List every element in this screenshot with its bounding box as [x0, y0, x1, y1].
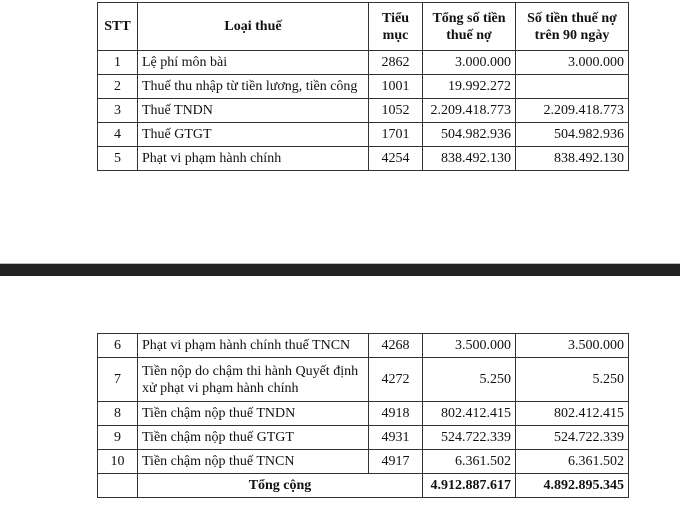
row-tax-type: Phạt vi phạm hành chính: [137, 146, 369, 171]
row-stt: 1: [97, 50, 138, 75]
row-total-debt: 524.722.339: [422, 425, 516, 450]
row-debt-over-90-days: 3.500.000: [515, 333, 629, 358]
row-total-debt: 3.500.000: [422, 333, 516, 358]
table-row: 5 Phạt vi phạm hành chính 4254 838.492.130 8…: [97, 146, 629, 171]
row-stt: 8: [97, 401, 138, 426]
table-row: 9 Tiền chậm nộp thuế GTGT 4931 524.722.339 5…: [97, 425, 629, 450]
totals-debt-over-90-days: 4.892.895.345: [515, 473, 629, 498]
row-total-debt: 19.992.272: [422, 74, 516, 99]
row-total-debt: 3.000.000: [422, 50, 516, 75]
row-total-debt: 838.492.130: [422, 146, 516, 171]
row-debt-over-90-days: 802.412.415: [515, 401, 629, 426]
row-sub-item: 4254: [368, 146, 423, 171]
row-stt: 6: [97, 333, 138, 358]
row-stt: 5: [97, 146, 138, 171]
row-tax-type: Tiền nộp do chậm thi hành Quyết định xử …: [137, 357, 369, 402]
row-total-debt: 2.209.418.773: [422, 98, 516, 123]
row-total-debt: 504.982.936: [422, 122, 516, 147]
row-stt: 3: [97, 98, 138, 123]
table-row: 6 Phạt vi phạm hành chính thuế TNCN 4268 3.…: [97, 333, 629, 358]
row-stt: 9: [97, 425, 138, 450]
header-row: STT Loại thuế Tiểu mục Tổng số tiền thuế…: [97, 2, 629, 51]
page-separator: [0, 263, 680, 276]
row-tax-type: Tiền chậm nộp thuế GTGT: [137, 425, 369, 450]
row-debt-over-90-days: [515, 74, 629, 99]
row-tax-type: Tiền chậm nộp thuế TNCN: [137, 449, 369, 474]
table-row: 10 Tiền chậm nộp thuế TNCN 4917 6.361.502 6.…: [97, 449, 629, 474]
header-sub-item: Tiểu mục: [368, 2, 423, 51]
row-tax-type: Thuế GTGT: [137, 122, 369, 147]
row-debt-over-90-days: 6.361.502: [515, 449, 629, 474]
row-debt-over-90-days: 838.492.130: [515, 146, 629, 171]
row-tax-type: Phạt vi phạm hành chính thuế TNCN: [137, 333, 369, 358]
row-stt: 4: [97, 122, 138, 147]
row-total-debt: 5.250: [422, 357, 516, 402]
row-total-debt: 802.412.415: [422, 401, 516, 426]
row-tax-type: Thuế TNDN: [137, 98, 369, 123]
row-sub-item: 2862: [368, 50, 423, 75]
row-debt-over-90-days: 3.000.000: [515, 50, 629, 75]
row-sub-item: 4918: [368, 401, 423, 426]
row-debt-over-90-days: 504.982.936: [515, 122, 629, 147]
row-tax-type: Tiền chậm nộp thuế TNDN: [137, 401, 369, 426]
table-row: 4 Thuế GTGT 1701 504.982.936 504.982.936: [97, 122, 629, 147]
row-tax-type: Thuế thu nhập từ tiền lương, tiền công: [137, 74, 369, 99]
tax-debt-table-page1: STT Loại thuế Tiểu mục Tổng số tiền thuế…: [97, 2, 629, 171]
header-tax-type: Loại thuế: [137, 2, 369, 51]
row-debt-over-90-days: 5.250: [515, 357, 629, 402]
header-stt: STT: [97, 2, 138, 51]
row-sub-item: 4268: [368, 333, 423, 358]
row-sub-item: 1701: [368, 122, 423, 147]
row-sub-item: 1052: [368, 98, 423, 123]
header-debt-over-90-days: Số tiền thuế nợ trên 90 ngày: [515, 2, 629, 51]
totals-label: Tổng cộng: [137, 473, 423, 498]
row-sub-item: 1001: [368, 74, 423, 99]
row-tax-type: Lệ phí môn bài: [137, 50, 369, 75]
table-row: 3 Thuế TNDN 1052 2.209.418.773 2.209.418.773: [97, 98, 629, 123]
row-sub-item: 4272: [368, 357, 423, 402]
table-row: 2 Thuế thu nhập từ tiền lương, tiền công 1…: [97, 74, 629, 99]
row-debt-over-90-days: 2.209.418.773: [515, 98, 629, 123]
row-stt: 7: [97, 357, 138, 402]
header-total-debt: Tổng số tiền thuế nợ: [422, 2, 516, 51]
row-debt-over-90-days: 524.722.339: [515, 425, 629, 450]
tax-debt-table-page2: 6 Phạt vi phạm hành chính thuế TNCN 4268 3.…: [97, 333, 629, 498]
row-sub-item: 4917: [368, 449, 423, 474]
totals-row: Tổng cộng 4.912.887.617 4.892.895.345: [97, 473, 629, 498]
row-total-debt: 6.361.502: [422, 449, 516, 474]
table-row: 8 Tiền chậm nộp thuế TNDN 4918 802.412.415 8…: [97, 401, 629, 426]
table-row: 1 Lệ phí môn bài 2862 3.000.000 3.000.000: [97, 50, 629, 75]
totals-empty-cell: [97, 473, 138, 498]
totals-total-debt: 4.912.887.617: [422, 473, 516, 498]
row-stt: 2: [97, 74, 138, 99]
row-sub-item: 4931: [368, 425, 423, 450]
row-stt: 10: [97, 449, 138, 474]
table-row: 7 Tiền nộp do chậm thi hành Quyết định xử…: [97, 357, 629, 402]
